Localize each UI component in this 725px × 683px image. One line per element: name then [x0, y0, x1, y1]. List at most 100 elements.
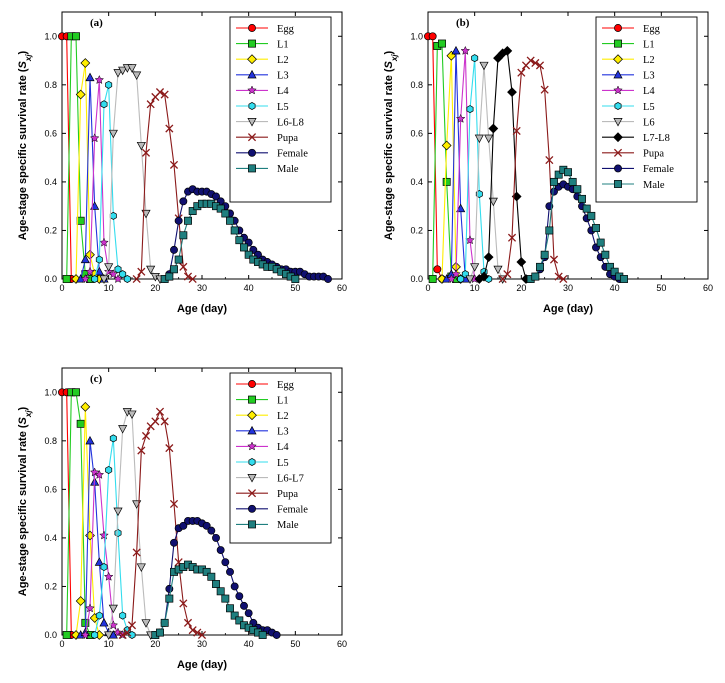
data-point	[471, 54, 479, 63]
data-point	[601, 250, 610, 259]
x-tick-label: 10	[104, 639, 114, 649]
legend-marker	[248, 520, 256, 529]
series-line	[94, 84, 128, 280]
data-point	[507, 87, 517, 97]
data-point	[99, 237, 109, 247]
data-point	[235, 616, 244, 625]
data-point	[474, 134, 484, 144]
data-point	[545, 156, 554, 165]
x-tick-label: 30	[197, 283, 207, 293]
legend-label: Male	[277, 520, 299, 531]
data-point	[165, 272, 174, 281]
legend-label: L3	[277, 71, 289, 82]
x-axis-label: Age (day)	[177, 659, 227, 671]
data-point	[174, 216, 183, 225]
legend-label: Egg	[643, 24, 661, 35]
series-line	[108, 410, 152, 636]
data-point	[507, 233, 517, 242]
x-tick-label: 20	[150, 283, 160, 293]
data-point	[484, 134, 494, 144]
series-male	[526, 165, 628, 283]
data-point	[610, 267, 619, 276]
series-l6	[465, 61, 508, 284]
x-tick-label: 30	[563, 283, 573, 293]
legend-marker	[247, 425, 257, 435]
y-tick-label: 0.6	[44, 484, 57, 494]
data-point	[183, 272, 193, 281]
data-point	[202, 567, 211, 576]
legend-label: Pupa	[643, 149, 664, 160]
data-point	[141, 148, 151, 157]
data-point	[291, 275, 300, 283]
y-tick-label: 1.0	[410, 31, 423, 41]
data-point	[100, 100, 108, 109]
legend-label: Male	[643, 180, 665, 191]
data-point	[212, 533, 220, 542]
data-point	[212, 192, 220, 201]
panel-label: (a)	[90, 17, 103, 29]
data-point	[113, 507, 123, 517]
legend-marker	[248, 39, 256, 48]
data-point	[216, 546, 225, 554]
series-l7-l8	[474, 45, 531, 284]
data-point	[85, 266, 95, 276]
data-point	[470, 263, 480, 272]
data-point	[94, 557, 104, 566]
data-point	[216, 587, 225, 596]
data-point	[132, 71, 142, 81]
x-tick-label: 40	[610, 283, 620, 293]
data-point	[184, 216, 192, 225]
y-tick-label: 0.8	[410, 80, 423, 90]
data-point	[226, 567, 234, 576]
data-point	[80, 273, 91, 284]
y-tick-label: 0.6	[44, 128, 57, 138]
x-tick-label: 10	[104, 283, 114, 293]
data-point	[170, 265, 178, 274]
series-line	[62, 35, 72, 280]
data-point	[549, 255, 559, 264]
x-tick-label: 50	[290, 639, 300, 649]
x-tick-label: 20	[150, 639, 160, 649]
y-tick-label: 0.2	[44, 581, 57, 591]
data-point	[94, 266, 104, 276]
legend-marker	[613, 85, 623, 95]
data-point	[141, 619, 151, 628]
data-point	[132, 274, 141, 284]
chart-panel-c: 0 10 20 30 40 50 60 0.0 0.2 0.4 0.6 0.8 1.0 Age (day)…	[17, 367, 347, 671]
data-point	[136, 141, 146, 151]
data-point	[502, 45, 513, 56]
legend-marker	[613, 118, 623, 127]
data-point	[540, 250, 549, 259]
x-tick-label: 40	[244, 283, 254, 293]
data-point	[155, 407, 165, 416]
data-point	[105, 465, 113, 474]
data-point	[428, 32, 437, 41]
legend-marker	[614, 24, 622, 32]
data-point	[109, 434, 117, 443]
data-point	[169, 499, 179, 508]
legend-label: L7-L8	[643, 133, 670, 144]
data-point	[235, 236, 244, 245]
data-point	[188, 274, 197, 284]
data-point	[324, 275, 332, 283]
data-point	[197, 630, 207, 640]
data-point	[207, 526, 216, 535]
data-point	[80, 58, 91, 68]
data-point	[118, 630, 127, 640]
data-point	[433, 265, 442, 274]
data-point	[80, 401, 91, 412]
series-egg	[58, 32, 76, 283]
data-point	[100, 563, 108, 572]
data-point	[568, 177, 577, 186]
y-tick-label: 0.6	[410, 128, 423, 138]
data-point	[244, 250, 253, 259]
data-point	[123, 274, 131, 284]
data-point	[108, 269, 119, 279]
data-point	[127, 410, 137, 420]
x-tick-label: 0	[59, 639, 64, 649]
legend-marker	[613, 54, 623, 65]
x-tick-label: 0	[59, 283, 64, 293]
data-point	[516, 257, 527, 267]
data-point	[136, 563, 146, 572]
data-point	[479, 271, 489, 282]
